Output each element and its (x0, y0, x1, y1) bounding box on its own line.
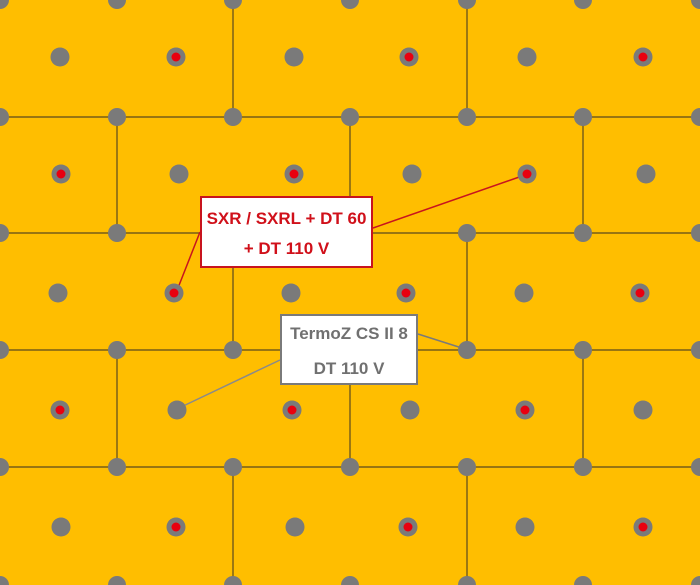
anchor-dot (284, 47, 304, 67)
red-label-line2: + DT 110 V (243, 239, 330, 258)
anchor-dot (574, 0, 592, 9)
anchor-dot (224, 0, 242, 9)
anchor-dot (341, 576, 359, 585)
grey-label-line1: TermoZ CS II 8 (290, 324, 408, 343)
highlight-anchor-dot (520, 405, 530, 415)
highlight-anchor-dot (287, 405, 297, 415)
red-leader-line (175, 231, 201, 294)
anchor-dot (574, 108, 592, 126)
anchor-dot (691, 341, 700, 359)
anchor-dot (691, 224, 700, 242)
grey-leader-line (178, 359, 281, 409)
anchor-dot (0, 108, 9, 126)
anchor-dot (169, 164, 189, 184)
highlight-anchor-dot (169, 288, 179, 298)
anchor-dot (691, 0, 700, 9)
anchor-dot (574, 458, 592, 476)
highlight-anchor-dot (401, 288, 411, 298)
anchor-dot (400, 400, 420, 420)
anchor-dot (108, 458, 126, 476)
anchor-dot (458, 458, 476, 476)
anchor-dot (108, 224, 126, 242)
highlight-anchor-dot (55, 405, 65, 415)
highlight-anchor-dot (171, 52, 181, 62)
grey-leader-line (417, 333, 466, 350)
highlight-anchor-dot (635, 288, 645, 298)
anchor-dot (108, 341, 126, 359)
anchor-dot (402, 164, 422, 184)
red-leader-line (372, 174, 526, 229)
anchor-dot (574, 224, 592, 242)
anchor-dot (517, 47, 537, 67)
grey-label-line2: DT 110 V (313, 359, 385, 378)
anchor-dot (515, 517, 535, 537)
grey-anchor-label: TermoZ CS II 8 DT 110 V (280, 314, 418, 385)
anchor-dot (458, 224, 476, 242)
anchor-dot (108, 108, 126, 126)
anchor-dot (691, 458, 700, 476)
anchor-dot (224, 341, 242, 359)
anchor-dot (0, 0, 9, 9)
anchor-dot (636, 164, 656, 184)
anchor-dot (285, 517, 305, 537)
anchor-dot (281, 283, 301, 303)
anchor-dot (0, 576, 9, 585)
highlight-anchor-dot (638, 522, 648, 532)
anchor-dot (50, 47, 70, 67)
anchor-dot (108, 0, 126, 9)
anchor-dot (51, 517, 71, 537)
anchor-dot (224, 576, 242, 585)
anchor-dot (341, 108, 359, 126)
highlight-anchor-dot (522, 169, 532, 179)
highlight-anchor-dot (403, 522, 413, 532)
anchor-dot (167, 400, 187, 420)
anchor-dot (48, 283, 68, 303)
anchor-dot (0, 341, 9, 359)
anchor-dot (633, 400, 653, 420)
highlight-anchor-dot (404, 52, 414, 62)
red-anchor-label: SXR / SXRL + DT 60 + DT 110 V (200, 196, 373, 268)
highlight-anchor-dot (56, 169, 66, 179)
anchor-dot (458, 341, 476, 359)
anchor-dot (341, 0, 359, 9)
anchor-dot (691, 576, 700, 585)
anchor-dot (458, 576, 476, 585)
anchor-dot (224, 458, 242, 476)
anchor-dot (224, 108, 242, 126)
red-label-line1: SXR / SXRL + DT 60 (206, 209, 367, 228)
highlight-anchor-dot (289, 169, 299, 179)
anchor-dot (691, 108, 700, 126)
anchor-dot (574, 341, 592, 359)
highlight-anchor-dot (638, 52, 648, 62)
anchor-dot (514, 283, 534, 303)
anchor-dot (108, 576, 126, 585)
highlight-anchor-dot (171, 522, 181, 532)
anchor-dot (574, 576, 592, 585)
anchor-dot (0, 224, 9, 242)
anchor-dot (458, 108, 476, 126)
anchor-dot (0, 458, 9, 476)
anchor-dot (341, 458, 359, 476)
anchor-dot (458, 0, 476, 9)
